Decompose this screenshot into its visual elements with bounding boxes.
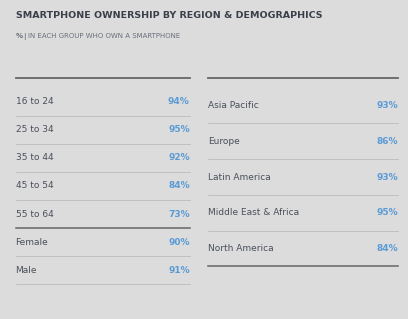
- Text: Middle East & Africa: Middle East & Africa: [208, 208, 299, 217]
- Text: 91%: 91%: [168, 266, 190, 275]
- Text: IN EACH GROUP WHO OWN A SMARTPHONE: IN EACH GROUP WHO OWN A SMARTPHONE: [28, 33, 180, 40]
- Text: 92%: 92%: [168, 153, 190, 162]
- Text: 16 to 24: 16 to 24: [16, 97, 53, 106]
- Text: 25 to 34: 25 to 34: [16, 125, 53, 134]
- Text: Europe: Europe: [208, 137, 240, 146]
- Text: Female: Female: [16, 238, 48, 247]
- Text: %: %: [16, 33, 22, 40]
- Text: North America: North America: [208, 244, 274, 253]
- Text: 35 to 44: 35 to 44: [16, 153, 53, 162]
- Text: Asia Pacific: Asia Pacific: [208, 101, 259, 110]
- Text: 73%: 73%: [168, 210, 190, 219]
- Text: 94%: 94%: [168, 97, 190, 106]
- Text: 55 to 64: 55 to 64: [16, 210, 53, 219]
- Text: |: |: [23, 33, 25, 41]
- Text: 84%: 84%: [376, 244, 398, 253]
- Text: Male: Male: [16, 266, 37, 275]
- Text: 84%: 84%: [168, 182, 190, 190]
- Text: 45 to 54: 45 to 54: [16, 182, 53, 190]
- Text: Latin America: Latin America: [208, 173, 271, 182]
- Text: 95%: 95%: [376, 208, 398, 217]
- Text: 95%: 95%: [168, 125, 190, 134]
- Text: SMARTPHONE OWNERSHIP BY REGION & DEMOGRAPHICS: SMARTPHONE OWNERSHIP BY REGION & DEMOGRA…: [16, 11, 322, 20]
- Text: 90%: 90%: [168, 238, 190, 247]
- Text: 93%: 93%: [376, 101, 398, 110]
- Text: 93%: 93%: [376, 173, 398, 182]
- Text: 86%: 86%: [376, 137, 398, 146]
